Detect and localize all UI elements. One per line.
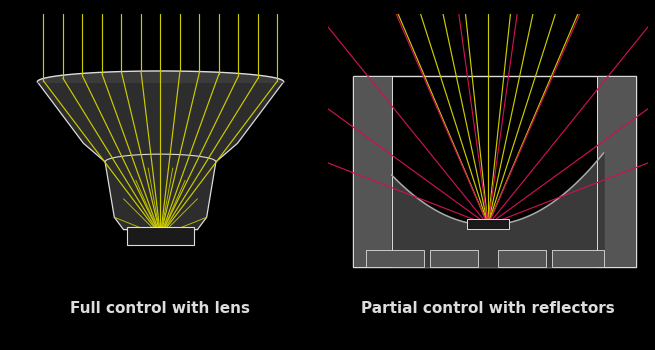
Bar (597, 76, 635, 267)
Text: Partial control with reflectors: Partial control with reflectors (361, 301, 615, 316)
Text: Full control with lens: Full control with lens (71, 301, 250, 316)
Bar (353, 76, 392, 267)
Bar (498, 250, 546, 267)
Bar (552, 250, 603, 267)
Bar (353, 76, 635, 267)
Bar (353, 76, 392, 267)
Bar (430, 250, 478, 267)
Bar (467, 219, 509, 229)
Bar (126, 226, 195, 245)
Polygon shape (37, 82, 284, 230)
Bar (366, 250, 424, 267)
Bar (597, 76, 635, 267)
